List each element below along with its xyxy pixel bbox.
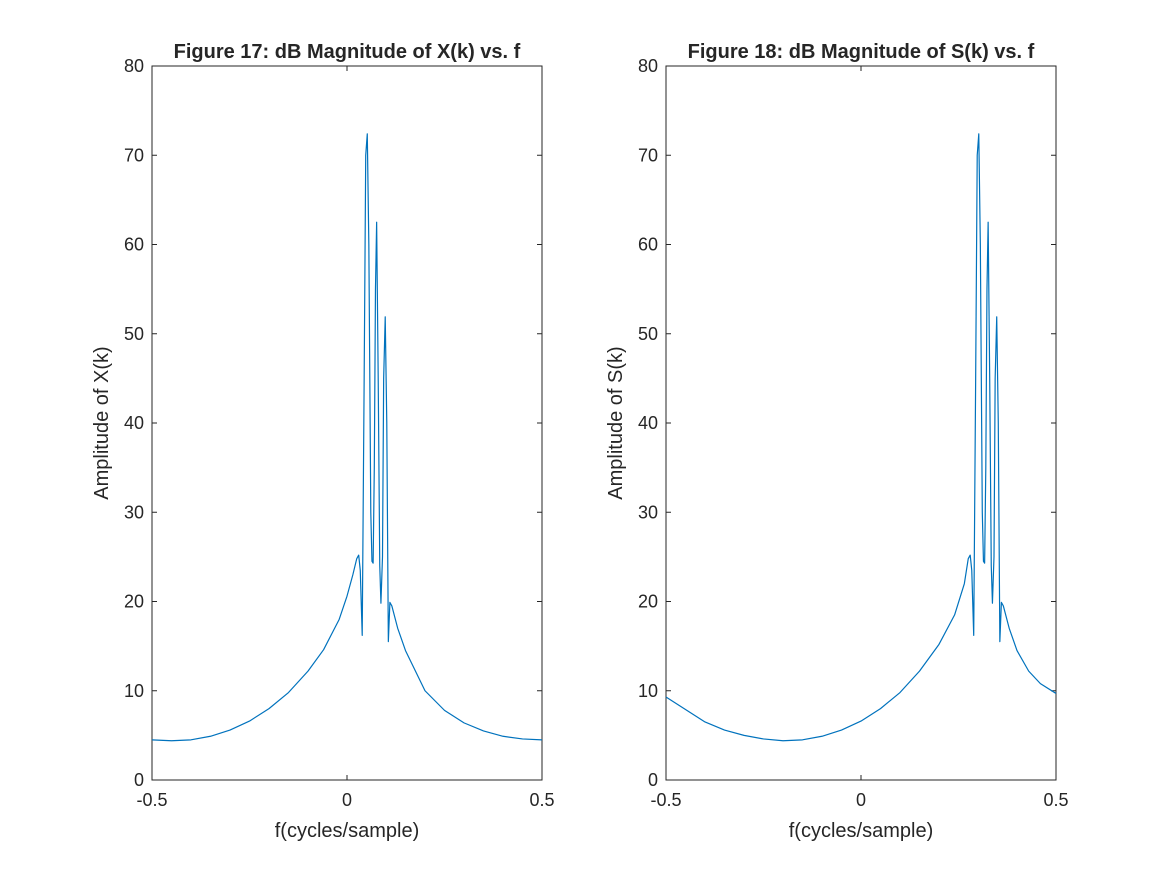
- y-tick-label: 10: [124, 681, 144, 701]
- y-axis-label: Amplitude of X(k): [91, 346, 113, 499]
- x-axis-label: f(cycles/sample): [789, 820, 933, 842]
- y-tick-labels: 0 10 20 30 40 50 60 70 80: [124, 56, 144, 790]
- y-tick-label: 30: [638, 502, 658, 522]
- y-tick-label: 50: [124, 324, 144, 344]
- y-tick-label: 80: [124, 56, 144, 76]
- series-line: [151, 133, 543, 742]
- y-axis-label: Amplitude of S(k): [605, 346, 627, 499]
- x-tick-label: 0: [856, 790, 866, 810]
- x-tick-label: 0.5: [529, 790, 554, 810]
- x-tick-label: -0.5: [650, 790, 681, 810]
- x-tick-labels: -0.5 0 0.5: [136, 790, 554, 810]
- y-tick-label: 70: [638, 145, 658, 165]
- y-tick-label: 0: [134, 770, 144, 790]
- subplot-figure-17: Figure 17: dB Magnitude of X(k) vs. f Am…: [91, 41, 555, 842]
- y-tick-labels: 0 10 20 30 40 50 60 70 80: [638, 56, 658, 790]
- x-axis-label: f(cycles/sample): [275, 820, 419, 842]
- x-tick-label: 0.5: [1043, 790, 1068, 810]
- y-tick-label: 30: [124, 502, 144, 522]
- y-tick-label: 10: [638, 681, 658, 701]
- chart-title: Figure 18: dB Magnitude of S(k) vs. f: [688, 41, 1035, 63]
- y-tick-label: 50: [638, 324, 658, 344]
- y-tick-label: 60: [638, 235, 658, 255]
- x-tick-labels: -0.5 0 0.5: [650, 790, 1068, 810]
- y-tick-label: 60: [124, 235, 144, 255]
- y-tick-label: 40: [124, 413, 144, 433]
- subplot-figure-18: Figure 18: dB Magnitude of S(k) vs. f Am…: [605, 41, 1069, 842]
- x-tick-label: -0.5: [136, 790, 167, 810]
- y-tick-label: 40: [638, 413, 658, 433]
- y-tick-label: 80: [638, 56, 658, 76]
- chart-title: Figure 17: dB Magnitude of X(k) vs. f: [174, 41, 521, 63]
- series-line: [665, 133, 1057, 742]
- y-tick-label: 20: [124, 592, 144, 612]
- y-tick-label: 70: [124, 145, 144, 165]
- y-tick-label: 0: [648, 770, 658, 790]
- x-tick-label: 0: [342, 790, 352, 810]
- y-tick-label: 20: [638, 592, 658, 612]
